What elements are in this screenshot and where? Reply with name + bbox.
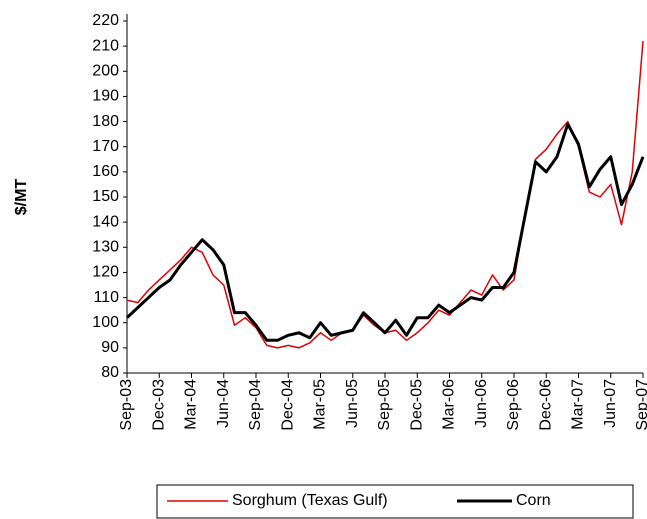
y-tick-label: 140 [92,213,119,230]
x-tick-label: Sep-05 [376,379,393,431]
x-tick-label: Dec-03 [150,379,167,431]
y-tick-label: 180 [92,113,119,130]
x-tick-label: Mar-05 [312,379,329,430]
x-tick-label: Mar-06 [441,379,458,430]
series-line [125,122,645,342]
y-tick-label: 100 [92,314,119,331]
x-tick-label: Sep-03 [118,379,135,431]
y-tick-label: 170 [92,138,119,155]
legend-label: Sorghum (Texas Gulf) [232,492,388,509]
y-tick-label: 90 [101,339,119,356]
x-tick-label: Sep-04 [247,379,264,431]
series-line [126,41,644,349]
y-tick-label: 80 [101,364,119,381]
y-tick-label: 200 [92,63,119,80]
x-tick-label: Jun-07 [602,379,619,428]
x-tick-label: Jun-06 [473,379,490,428]
y-tick-label: 160 [92,163,119,180]
y-tick-label: 130 [92,239,119,256]
x-tick-label: Dec-04 [279,379,296,431]
x-tick-label: Mar-04 [183,379,200,430]
y-axis-label: $/MT [13,179,30,216]
legend-label: Corn [516,492,551,509]
x-tick-label: Sep-06 [505,379,522,431]
y-tick-label: 190 [92,88,119,105]
y-tick-label: 110 [93,289,119,306]
x-tick-label: Mar-07 [570,379,587,430]
y-tick-label: 210 [92,37,119,54]
x-tick-label: Jun-04 [215,379,232,428]
x-tick-label: Dec-05 [408,379,425,431]
y-tick-label: 150 [92,188,119,205]
x-tick-label: Dec-06 [537,379,554,431]
x-tick-label: Sep-07 [634,379,647,431]
y-tick-label: 120 [92,264,119,281]
x-tick-label: Jun-05 [344,379,361,428]
legend [156,484,634,519]
y-tick-label: 220 [92,12,119,29]
